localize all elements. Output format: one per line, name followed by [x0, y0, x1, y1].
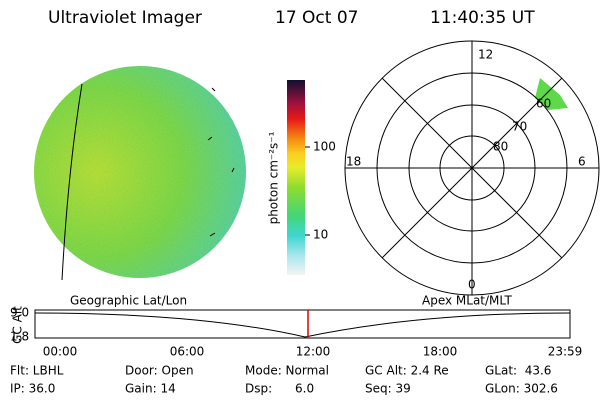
timeline-x-tick: 23:59 [548, 345, 583, 359]
ring-label: 80 [493, 140, 508, 154]
mlt-label: 0 [468, 278, 476, 292]
footer: Flt: LBHL Door: Open Mode: Normal GC Alt: 2… [10, 364, 558, 396]
earth-image [34, 66, 246, 281]
colorbar-tick: 100 [313, 140, 336, 154]
date: 17 Oct 07 [275, 8, 358, 28]
footer-field: Dsp: 6.0 [245, 382, 314, 396]
timeline-y-label: GC Alt [11, 306, 25, 344]
ring-label: 60 [536, 97, 551, 111]
timeline-y-tick: 9.0 [10, 306, 29, 320]
title: Ultraviolet Imager [48, 8, 202, 28]
timeline-right-label: Apex MLat/MLT [422, 294, 512, 308]
polar-plot [344, 40, 600, 296]
timeline-x-tick: 18:00 [423, 345, 458, 359]
mlt-label: 18 [346, 155, 361, 169]
footer-field: GC Alt: 2.4 Re [365, 364, 449, 378]
footer-field: Mode: Normal [245, 364, 329, 378]
timeline-x-tick: 00:00 [43, 345, 78, 359]
footer-field: GLat: 43.6 [485, 364, 551, 378]
footer-field: Door: Open [125, 364, 194, 378]
timeline-x-tick: 12:00 [296, 345, 331, 359]
ring-label: 70 [512, 120, 527, 134]
footer-field: IP: 36.0 [10, 382, 55, 396]
colorbar-tick: 10 [313, 228, 328, 242]
timeline-left-label: Geographic Lat/Lon [70, 294, 187, 308]
footer-field: Gain: 14 [125, 382, 176, 396]
mlt-label: 12 [478, 48, 493, 62]
timeline-y-tick: 1.8 [10, 330, 29, 344]
timeline-x-tick: 06:00 [170, 345, 205, 359]
mlt-label: 6 [578, 155, 586, 169]
footer-field: Seq: 39 [365, 382, 411, 396]
time: 11:40:35 UT [430, 8, 535, 28]
colorbar-label: photon cm⁻²s⁻¹ [267, 131, 281, 224]
footer-field: GLon: 302.6 [485, 382, 558, 396]
colorbar [287, 80, 305, 275]
timeline [34, 309, 571, 339]
footer-field: Flt: LBHL [10, 364, 64, 378]
